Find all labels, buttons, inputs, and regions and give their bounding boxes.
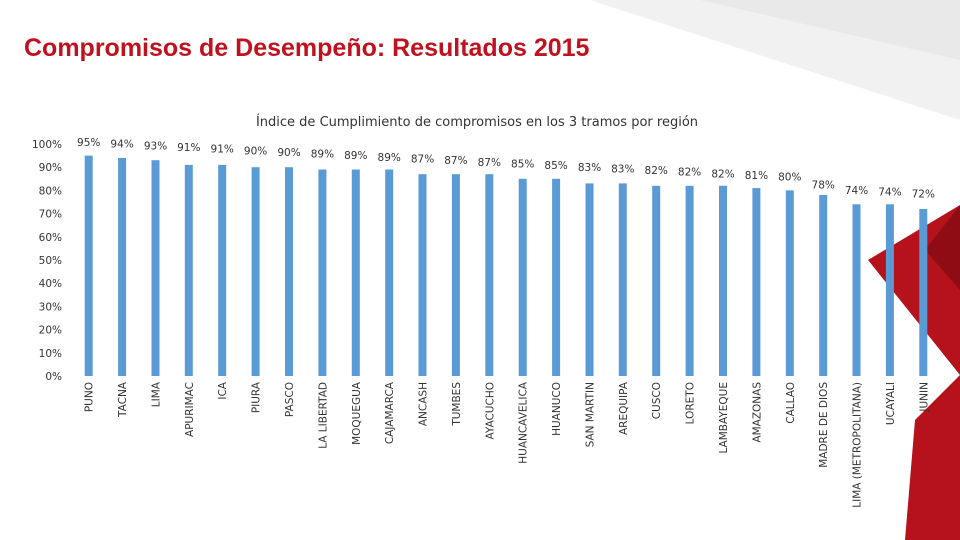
data-label: 81% — [745, 170, 768, 182]
data-label: 80% — [778, 172, 801, 184]
y-tick-label: 30% — [39, 301, 62, 313]
category-label: CAJAMARCA — [384, 381, 396, 444]
bar — [418, 174, 427, 376]
data-label: 82% — [645, 165, 668, 177]
data-label: 87% — [444, 155, 467, 167]
data-label: 93% — [144, 140, 167, 152]
category-label: PIURA — [251, 381, 263, 413]
category-label: PUNO — [84, 382, 96, 412]
bar — [118, 157, 127, 376]
category-label: MOQUEGUA — [351, 381, 363, 445]
data-label: 89% — [311, 149, 334, 161]
category-label: UCAYALI — [885, 382, 897, 425]
data-label: 91% — [177, 142, 200, 154]
data-label: 85% — [544, 160, 567, 172]
bar — [819, 195, 828, 376]
bar — [151, 160, 160, 376]
data-label: 82% — [678, 167, 701, 179]
data-label: 89% — [378, 152, 401, 164]
data-label: 74% — [878, 187, 901, 199]
category-label: LORETO — [685, 382, 697, 424]
y-tick-label: 40% — [39, 278, 62, 290]
data-label: 74% — [845, 185, 868, 197]
bar — [685, 185, 694, 376]
background-facet-light-2 — [700, 0, 960, 60]
data-label: 95% — [77, 137, 100, 149]
category-label: JUNIN — [918, 382, 930, 413]
category-label: TACNA — [117, 381, 129, 418]
category-label: LIMA (METROPOLITANA) — [852, 382, 864, 508]
bar — [251, 167, 260, 376]
bar — [885, 204, 894, 376]
bar — [919, 209, 928, 376]
data-label: 87% — [411, 154, 434, 166]
data-label: 82% — [711, 168, 734, 180]
category-label: HUANCAVELICA — [518, 381, 530, 464]
data-label: 83% — [611, 163, 634, 175]
category-label: CALLAO — [785, 382, 797, 424]
category-label: TUMBES — [451, 382, 463, 427]
data-label: 85% — [511, 158, 534, 170]
bar — [719, 185, 727, 376]
category-label: CUSCO — [651, 382, 663, 419]
data-label: 87% — [478, 157, 501, 169]
bar — [184, 164, 193, 376]
y-tick-label: 60% — [39, 232, 62, 244]
bar — [451, 174, 460, 376]
category-label: AREQUIPA — [618, 381, 630, 435]
accent-dark-red-facet — [905, 375, 960, 540]
data-label: 78% — [812, 179, 835, 191]
y-tick-label: 10% — [39, 348, 62, 360]
category-label: LIMA — [151, 381, 163, 407]
accent-darker-facet — [925, 205, 960, 290]
bar — [752, 188, 761, 376]
chart-title: Índice de Cumplimiento de compromisos en… — [256, 114, 698, 130]
bar — [652, 185, 661, 376]
bar — [852, 204, 861, 376]
bar — [318, 169, 327, 376]
bar — [518, 178, 527, 376]
bar — [351, 169, 360, 376]
bar — [285, 167, 293, 376]
y-tick-label: 50% — [39, 255, 62, 267]
y-tick-label: 0% — [45, 371, 62, 383]
category-label: ICA — [217, 381, 229, 399]
category-label: HUANUCO — [551, 382, 563, 436]
bar-series — [84, 155, 928, 376]
bar — [84, 155, 93, 376]
y-tick-label: 80% — [39, 185, 62, 197]
category-label: PASCO — [284, 382, 296, 417]
category-label: ANCASH — [418, 382, 430, 426]
category-label: AYACUCHO — [484, 382, 496, 439]
bar — [618, 183, 627, 376]
x-axis: PUNO TACNA LIMA APURIMAC ICA PIURA PASCO LA LIB… — [84, 381, 931, 508]
data-label: 83% — [578, 162, 601, 174]
y-tick-label: 20% — [39, 325, 62, 337]
category-label: LA LIBERTAD — [317, 382, 329, 449]
bar — [585, 183, 594, 376]
slide-title: Compromisos de Desempeño: Resultados 201… — [24, 34, 590, 62]
data-label: 89% — [344, 150, 367, 162]
bar — [785, 190, 794, 376]
data-label: 91% — [211, 144, 234, 156]
category-label: SAN MARTIN — [585, 382, 597, 447]
category-label: LAMBAYEQUE — [718, 382, 730, 454]
bar — [485, 174, 494, 376]
y-tick-label: 100% — [32, 139, 62, 151]
bar — [218, 164, 227, 376]
data-label: 72% — [912, 188, 935, 200]
category-label: APURIMAC — [184, 382, 196, 437]
data-label: 90% — [277, 147, 300, 159]
bar — [385, 169, 394, 376]
data-label-group: 95% 94% 93% 91% 91% 90% 90% 89% 89% 89% 87% 87% 87% 8… — [77, 137, 935, 200]
bar — [552, 178, 561, 376]
y-tick-label: 70% — [39, 209, 62, 221]
data-label: 90% — [244, 145, 267, 157]
y-axis: 0% 10% 20% 30% 40% 50% 60% 70% 80% 90% 100% — [32, 139, 62, 383]
data-label: 94% — [110, 139, 133, 151]
category-label: MADRE DE DIOS — [818, 382, 830, 468]
y-tick-label: 90% — [39, 162, 62, 174]
category-label: AMAZONAS — [751, 382, 763, 443]
